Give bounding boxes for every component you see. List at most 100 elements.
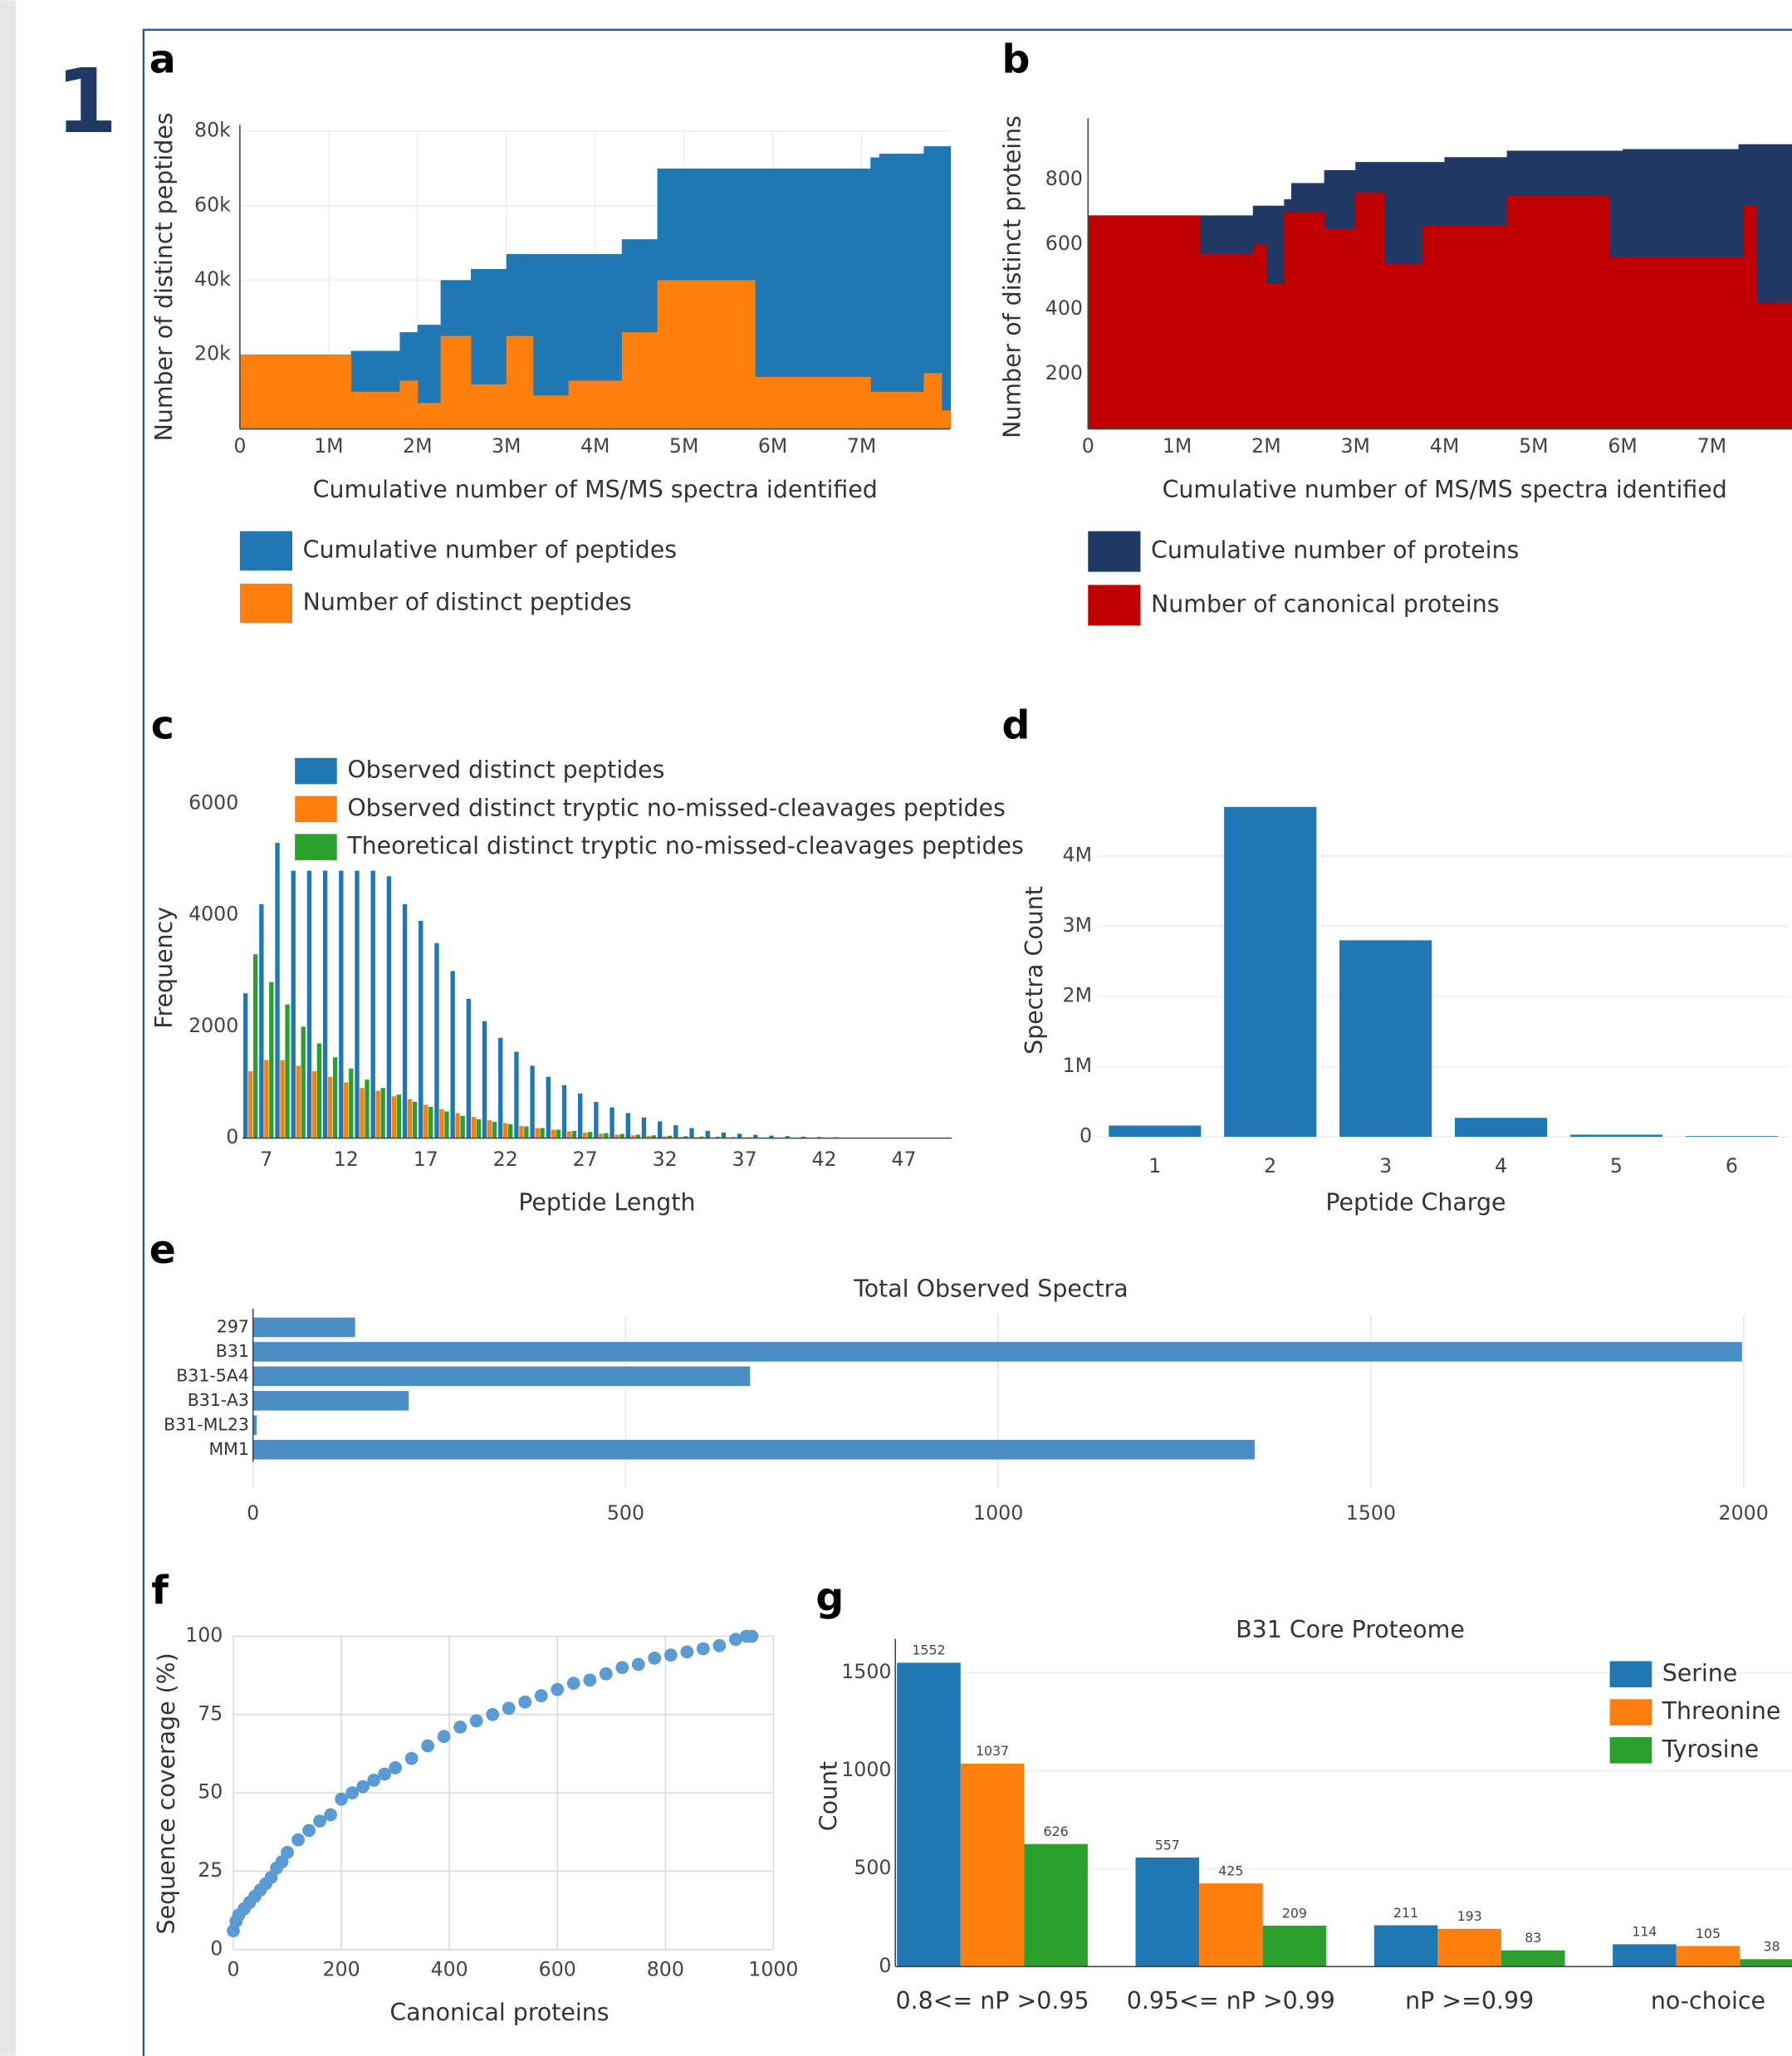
bar	[1024, 1843, 1088, 1967]
bar	[327, 1076, 333, 1138]
x-tick-label: 1500	[1346, 1501, 1396, 1525]
panel-letter: e	[149, 1227, 176, 1273]
side-strip	[0, 0, 16, 2056]
y-tick-label: 0	[879, 1954, 891, 1977]
step-area	[923, 146, 943, 429]
x-tick-label: 32	[653, 1148, 678, 1171]
y-category-label: MM1	[208, 1439, 248, 1459]
x-tick-label: 1M	[314, 434, 343, 458]
bar	[460, 1115, 465, 1138]
bar	[407, 1099, 413, 1138]
step-area	[1444, 225, 1508, 429]
bar	[355, 870, 360, 1138]
point	[335, 1792, 348, 1806]
x-tick-label: 3M	[492, 434, 521, 458]
point	[421, 1739, 435, 1753]
bar	[296, 1065, 301, 1138]
x-tick-label: 1M	[1163, 434, 1192, 458]
point	[663, 1648, 678, 1662]
panel-letter: c	[151, 702, 174, 748]
y-category-label: B31	[216, 1341, 249, 1361]
bar	[301, 1026, 306, 1138]
y-axis-label: Sequence coverage (%)	[153, 1652, 180, 1934]
bar	[630, 1135, 635, 1138]
bar	[1135, 1857, 1200, 1967]
legend-label: Cumulative number of peptides	[303, 536, 677, 563]
y-tick-label: 6000	[189, 791, 238, 815]
bar	[530, 1065, 535, 1138]
bar	[419, 920, 424, 1138]
y-tick-label: 25	[198, 1858, 223, 1882]
bar	[699, 1136, 704, 1138]
x-tick-label: 7M	[847, 434, 876, 458]
point	[583, 1673, 597, 1687]
data-label: 425	[1218, 1863, 1243, 1878]
y-tick-label: 1M	[1063, 1054, 1092, 1077]
legend-swatch	[295, 834, 337, 860]
y-tick-label: 0	[226, 1125, 238, 1148]
y-tick-label: 0	[1080, 1124, 1092, 1148]
step-area	[870, 391, 880, 429]
x-tick-label: 7	[260, 1148, 272, 1171]
step-area	[568, 380, 623, 429]
point	[648, 1652, 662, 1665]
bar	[396, 1094, 402, 1138]
bar	[662, 1136, 668, 1138]
step-area	[1355, 193, 1386, 429]
bar	[285, 1004, 290, 1138]
x-tick-label: 1000	[748, 1958, 798, 1981]
legend-swatch	[1088, 585, 1141, 626]
point	[696, 1642, 710, 1656]
legend-swatch	[1088, 531, 1141, 572]
point	[551, 1682, 565, 1696]
bar	[332, 1057, 338, 1138]
bar	[635, 1134, 640, 1138]
bar	[252, 1440, 1255, 1460]
bar	[801, 1136, 806, 1138]
bar	[264, 1060, 269, 1138]
bar	[349, 1068, 354, 1138]
y-category-label: B31-A3	[188, 1390, 249, 1410]
bar	[252, 1415, 257, 1436]
x-tick-label: 1000	[973, 1501, 1023, 1525]
bar	[673, 1125, 678, 1138]
bar	[1454, 1118, 1548, 1138]
x-category-label: 0.95<= nP >0.99	[1127, 1987, 1335, 2014]
bar	[566, 1131, 572, 1138]
bar	[535, 1128, 540, 1138]
bar	[252, 954, 258, 1138]
bar	[365, 1079, 370, 1138]
bar	[428, 1107, 433, 1138]
bar	[391, 1096, 397, 1138]
bar	[960, 1763, 1025, 1967]
bar	[587, 1132, 593, 1138]
bar	[487, 1120, 492, 1138]
x-category-label: 6	[1726, 1154, 1738, 1177]
legend-label: Cumulative number of proteins	[1151, 536, 1519, 564]
step-area	[350, 391, 400, 429]
legend-swatch	[1609, 1737, 1652, 1764]
bar	[291, 870, 296, 1138]
point	[728, 1633, 742, 1647]
bar	[466, 998, 472, 1138]
bar	[556, 1129, 561, 1138]
bar	[1109, 1125, 1202, 1138]
step-area	[1290, 212, 1325, 429]
x-tick-label: 500	[607, 1501, 644, 1525]
y-axis-label: Count	[815, 1761, 842, 1831]
bar	[508, 1123, 513, 1138]
point	[469, 1714, 483, 1728]
bar	[402, 903, 408, 1138]
point	[680, 1645, 694, 1659]
data-label: 211	[1393, 1905, 1418, 1921]
point	[453, 1721, 468, 1734]
bar	[897, 1662, 961, 1967]
bar	[316, 1043, 322, 1138]
bar	[275, 843, 280, 1138]
point	[745, 1629, 759, 1643]
bar	[582, 1132, 588, 1138]
step-area	[1088, 215, 1200, 429]
bar	[450, 971, 455, 1138]
panel-letter: f	[151, 1568, 169, 1613]
bar	[242, 993, 248, 1138]
